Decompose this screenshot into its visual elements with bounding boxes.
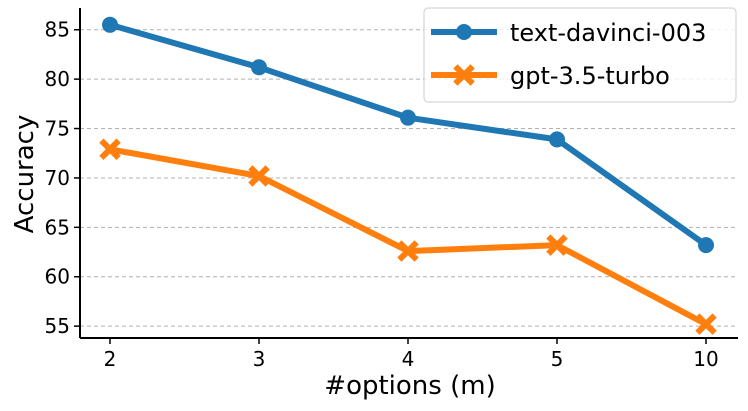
axes: [74, 8, 738, 344]
y-tick-label-85: 85: [45, 18, 70, 42]
legend-marker-shape-1-stroke-b: [453, 64, 475, 86]
legend-marker-shape-0: [456, 24, 472, 40]
y-tick-label-75: 75: [45, 117, 70, 141]
series-1: [99, 138, 717, 335]
legend-label-0: text-davinci-003: [510, 19, 706, 47]
legend-marker-0: [456, 24, 472, 40]
y-axis-title: Accuracy: [10, 115, 40, 234]
x-axis-title: #options (m): [324, 371, 495, 401]
series-1-point-4-stroke-b: [397, 240, 419, 262]
legend: text-davinci-003 gpt-3.5-turbo: [423, 7, 737, 103]
y-tick-label-70: 70: [45, 166, 70, 190]
series-0: [102, 16, 714, 254]
legend-box: [423, 7, 737, 103]
series-line-1: [109, 146, 708, 327]
series-1-point-2-stroke-b: [99, 138, 121, 161]
y-tick-label-80: 80: [45, 67, 70, 91]
series-1-point-2: [99, 138, 121, 161]
series-1-point-5-stroke-b: [546, 234, 568, 256]
series-0-point-4: [400, 109, 416, 126]
series-layer: [99, 16, 717, 335]
series-1-point-3: [248, 165, 270, 187]
x-tick-label-5: 5: [551, 347, 564, 371]
series-1-point-10-stroke-b: [695, 313, 717, 335]
legend-label-1: gpt-3.5-turbo: [510, 62, 670, 90]
series-1-point-5: [546, 234, 568, 256]
legend-entry-0: text-davinci-003: [431, 19, 706, 47]
series-0-point-2: [102, 16, 118, 33]
x-tick-label-2: 2: [104, 347, 117, 371]
series-1-point-3-stroke-b: [248, 165, 270, 187]
series-0-point-10: [698, 237, 714, 254]
series-0-point-5: [549, 131, 565, 148]
series-1-point-4: [397, 240, 419, 262]
series-1-point-10: [695, 313, 717, 335]
legend-entry-1: gpt-3.5-turbo: [431, 62, 670, 90]
legend-marker-shape-1: [453, 64, 475, 86]
legend-marker-1: [453, 64, 475, 86]
y-tick-label-65: 65: [45, 215, 70, 239]
y-tick-label-55: 55: [45, 314, 70, 338]
x-tick-label-3: 3: [253, 347, 266, 371]
tick-labels: 55 60 65 70 75 80 85 2 3 4 5 10: [45, 18, 719, 371]
x-tick-label-4: 4: [402, 347, 415, 371]
y-tick-label-60: 60: [45, 265, 70, 289]
x-tick-label-10: 10: [693, 347, 718, 371]
series-0-point-3: [251, 59, 267, 76]
